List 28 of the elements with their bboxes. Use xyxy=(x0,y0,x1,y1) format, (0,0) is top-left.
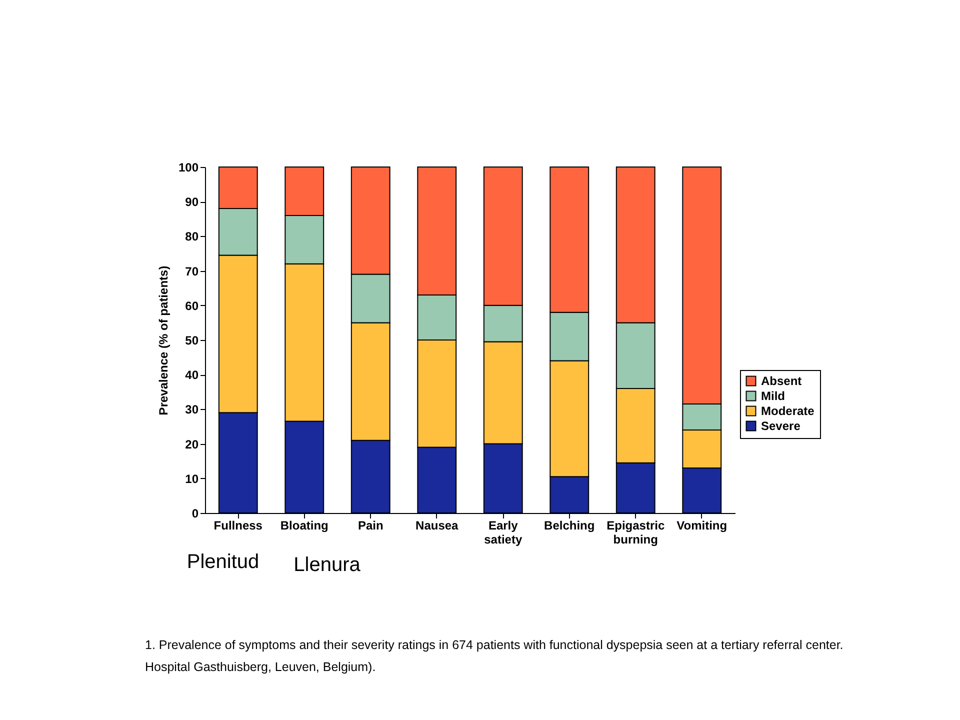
x-tick-label: Bloating xyxy=(280,518,328,532)
y-tick-label: 50 xyxy=(185,334,199,348)
legend-label: Absent xyxy=(761,374,802,388)
y-tick-label: 0 xyxy=(192,506,199,520)
y-tick-label: 20 xyxy=(185,437,199,452)
x-tick-label: Early satiety xyxy=(484,518,522,546)
x-tick-label: Vomiting xyxy=(676,518,728,532)
text: Plenitud xyxy=(186,551,260,573)
text: Llenura xyxy=(294,554,362,576)
text: Hospital Gasthuisberg, Leuven, Belgium). xyxy=(145,660,376,674)
y-tick-label: 70 xyxy=(185,264,199,278)
x-tick-label: Nausea xyxy=(416,518,459,532)
y-axis-title: Prevalence (% of patients) xyxy=(156,266,170,416)
x-tick-label: Pain xyxy=(358,518,384,532)
x-tick-label: Fullness xyxy=(214,518,263,532)
y-tick-label: 60 xyxy=(185,298,199,313)
x-tick-label: Epigastric burning xyxy=(606,518,665,546)
y-tick-label: 40 xyxy=(185,368,199,382)
y-tick-label: 30 xyxy=(185,402,199,417)
y-tick-label: 80 xyxy=(185,230,199,244)
y-tick-label: 90 xyxy=(185,195,199,210)
y-tick-label: 100 xyxy=(178,160,199,174)
text: 1. Prevalence of symptoms and their severity ratings in 674 patients with functional dyspepsia seen at a tertiary referral center. xyxy=(145,638,844,652)
y-tick-label: 10 xyxy=(185,472,199,486)
legend-label: Moderate xyxy=(761,404,815,418)
legend-label: Mild xyxy=(761,389,785,403)
legend-label: Severe xyxy=(761,419,801,433)
x-tick-label: Belching xyxy=(544,518,595,532)
